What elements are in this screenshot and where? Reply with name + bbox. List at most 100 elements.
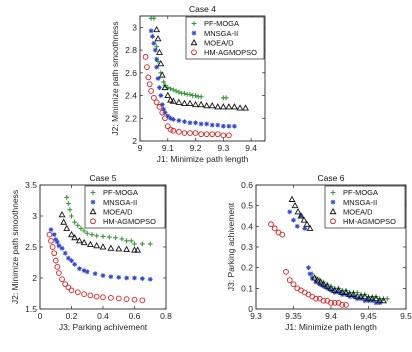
data-point — [76, 266, 82, 272]
data-point — [56, 270, 62, 276]
data-point — [72, 261, 78, 267]
data-point — [63, 224, 71, 231]
data-point — [123, 296, 130, 302]
data-point — [159, 102, 165, 108]
legend-marker — [191, 21, 197, 26]
legend-label: MOEA/D — [103, 207, 133, 216]
legend-label: PF-MOGA — [103, 188, 138, 197]
data-point — [59, 276, 65, 283]
legend-item: MOEA/D — [89, 207, 133, 216]
series-moea-d — [58, 211, 142, 253]
y-tick-label: 2.4 — [125, 91, 137, 101]
chart-panel-3: Case 6 9.3 9.35 9.4 9.45 9.5 0 0.1 0.2 0.3 0.4 0.5 0… — [226, 173, 412, 332]
legend-marker — [330, 199, 336, 205]
data-point — [350, 290, 357, 298]
data-point — [62, 281, 69, 288]
series-mnsga-ii — [48, 227, 153, 282]
data-point — [192, 130, 199, 136]
series-moea-d — [153, 25, 250, 111]
legend-marker — [89, 207, 97, 215]
data-point — [384, 296, 390, 302]
legend-item: PF-MOGA — [90, 188, 138, 197]
data-point — [154, 56, 160, 62]
y-tick-label: 2.6 — [125, 68, 137, 78]
data-point — [203, 131, 210, 138]
data-point — [298, 213, 304, 219]
y-tick-label: 2.8 — [125, 45, 137, 55]
data-point — [148, 28, 154, 34]
data-point — [187, 92, 193, 97]
data-point — [155, 76, 161, 81]
data-point — [113, 235, 118, 241]
y-tick-label: 3.5 — [25, 180, 37, 190]
data-point — [148, 88, 154, 94]
data-point — [115, 245, 123, 252]
data-point — [54, 239, 60, 245]
data-point — [65, 255, 71, 261]
data-point — [303, 220, 311, 227]
data-point — [232, 123, 237, 129]
data-point — [154, 35, 162, 42]
y-tick-label: 2 — [32, 273, 37, 283]
data-point — [151, 94, 157, 101]
y-tick-label: 3 — [132, 22, 137, 32]
data-point — [209, 131, 216, 138]
data-point — [342, 288, 350, 295]
x-tick-label: 9.3 — [250, 311, 262, 321]
legend-box — [324, 185, 406, 229]
data-point — [62, 250, 68, 256]
data-point — [294, 223, 300, 229]
y-axis-label: J2: Minimize path smoothness — [10, 190, 20, 304]
data-point — [161, 79, 167, 85]
data-point — [146, 81, 153, 88]
legend-marker — [330, 218, 336, 225]
data-point — [193, 120, 198, 126]
data-point — [92, 271, 98, 277]
chart-title: Case 5 — [90, 173, 117, 183]
legend-marker — [90, 218, 96, 225]
data-point — [106, 234, 112, 240]
data-point — [58, 211, 66, 218]
data-point — [54, 263, 61, 270]
data-point — [168, 115, 173, 121]
data-point — [75, 237, 83, 244]
data-point — [203, 102, 211, 109]
data-point — [290, 281, 297, 288]
x-axis-label: J1: Minimize path length — [285, 322, 377, 332]
data-point — [94, 233, 100, 239]
data-point — [116, 274, 122, 280]
legend-label: PF-MOGA — [204, 19, 239, 28]
legend-item: PF-MOGA — [330, 188, 378, 197]
data-point — [294, 208, 302, 215]
data-point — [291, 217, 296, 223]
data-point — [314, 276, 321, 283]
y-tick-label: 0.6 — [241, 180, 253, 190]
data-point — [180, 99, 188, 106]
data-point — [311, 274, 318, 281]
y-axis-label: J3: Parking achivement — [226, 202, 236, 291]
data-point — [198, 121, 204, 127]
legend-marker — [90, 190, 96, 195]
data-point — [139, 276, 145, 282]
data-point — [214, 103, 222, 110]
data-point — [307, 271, 313, 277]
data-point — [147, 276, 153, 282]
data-point — [215, 122, 221, 128]
data-point — [108, 294, 114, 301]
y-tick-label: 0.5 — [241, 201, 253, 211]
data-point — [49, 244, 56, 250]
x-tick-label: 0.8 — [160, 311, 172, 321]
data-point — [353, 292, 361, 300]
y-tick-label: 3 — [32, 211, 37, 221]
x-axis-label: J1: Minimize path length — [157, 154, 249, 164]
data-point — [193, 93, 198, 98]
data-point — [167, 126, 174, 133]
data-point — [283, 268, 289, 275]
data-point — [152, 47, 158, 53]
data-point — [150, 34, 155, 39]
data-point — [335, 286, 342, 293]
data-point — [313, 295, 319, 302]
legend-item: MNSGA-II — [191, 29, 238, 38]
data-point — [99, 243, 107, 250]
